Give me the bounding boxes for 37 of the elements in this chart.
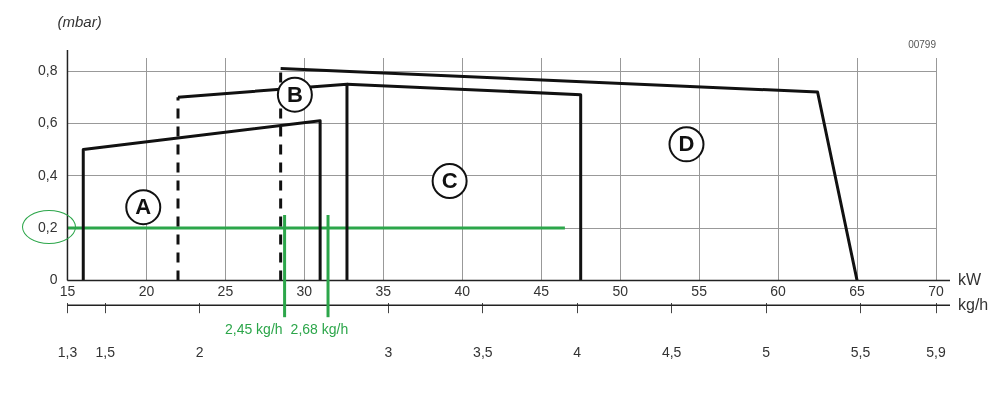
annotation: C bbox=[441, 168, 458, 194]
x2-tick-label: 4 bbox=[573, 344, 582, 361]
x2-tick-label: 3 bbox=[384, 344, 393, 361]
y-tick-label: 0 bbox=[49, 271, 58, 288]
x-tick-label: 50 bbox=[612, 282, 629, 299]
text: 00799 bbox=[908, 38, 937, 50]
y-tick-label: 0,2 bbox=[37, 218, 58, 235]
ref-line-label: 2,68 kg/h bbox=[290, 321, 349, 338]
y-tick-label: 0,4 bbox=[37, 166, 58, 183]
x-tick-label: 40 bbox=[454, 282, 471, 299]
annotation: B bbox=[286, 81, 303, 107]
x2-tick-label: 2 bbox=[195, 344, 204, 361]
x-tick-label: 45 bbox=[533, 282, 550, 299]
x2-tick-label: 5,5 bbox=[850, 344, 871, 361]
x2-tick-label: 1,3 bbox=[57, 344, 78, 361]
x2-tick-label: 4,5 bbox=[661, 344, 682, 361]
x-tick-label: 25 bbox=[217, 282, 234, 299]
x-tick-label: 55 bbox=[691, 282, 708, 299]
y-tick-label: 0,8 bbox=[37, 61, 58, 78]
x-tick-label: 15 bbox=[59, 282, 76, 299]
annotation: A bbox=[135, 194, 152, 220]
x-tick-label: 60 bbox=[770, 282, 787, 299]
annotation: D bbox=[678, 131, 695, 157]
x2-tick-label: 5,9 bbox=[926, 344, 946, 361]
x2-tick-label: 5 bbox=[762, 344, 771, 361]
x2-axis-title: kg/h bbox=[958, 295, 989, 313]
y-tick-label: 0,6 bbox=[37, 114, 58, 131]
x-axis-title: kW bbox=[958, 270, 982, 288]
x-tick-label: 20 bbox=[138, 282, 155, 299]
x-tick-label: 35 bbox=[375, 282, 392, 299]
x2-tick-label: 1,5 bbox=[95, 344, 116, 361]
ref-line-label: 2,45 kg/h bbox=[224, 321, 283, 338]
y-axis-title: (mbar) bbox=[57, 12, 102, 30]
x-tick-label: 70 bbox=[928, 282, 944, 299]
x-tick-label: 65 bbox=[849, 282, 866, 299]
x-tick-label: 30 bbox=[296, 282, 313, 299]
x2-tick-label: 3,5 bbox=[473, 344, 493, 361]
